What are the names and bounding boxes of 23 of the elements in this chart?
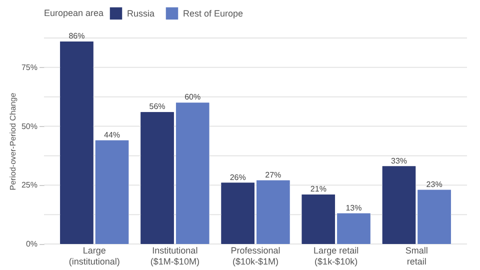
data-label: 44% <box>104 130 120 140</box>
data-label: 23% <box>426 180 442 189</box>
data-label: 21% <box>310 184 326 194</box>
data-label: 60% <box>184 92 201 102</box>
legend-label: Rest of Europe <box>183 8 244 18</box>
legend-label: Russia <box>127 8 155 18</box>
x-tick-label: Institutional ($1M-$10M) <box>150 246 200 266</box>
y-axis-title: Period-over-Period Change <box>8 92 18 190</box>
data-label: 86% <box>68 32 85 41</box>
data-label: 33% <box>390 156 407 166</box>
x-tick-label: Small retail <box>405 246 428 266</box>
y-tick-label: 0% <box>26 240 38 248</box>
data-label: 26% <box>230 172 246 182</box>
data-label: 13% <box>346 203 362 212</box>
y-tick-label: 50% <box>21 122 38 131</box>
x-tick-label: Large retail ($1k-$10k) <box>314 246 359 266</box>
data-label: 27% <box>265 170 282 180</box>
x-tick-label: Large (institutional) <box>68 246 120 266</box>
y-tick-label: 75% <box>21 62 38 72</box>
data-label: 56% <box>149 102 166 112</box>
y-tick-label: 25% <box>21 180 38 190</box>
legend-title: European area <box>44 8 104 18</box>
x-tick-label: Professional ($10k-$1M) <box>230 246 280 266</box>
